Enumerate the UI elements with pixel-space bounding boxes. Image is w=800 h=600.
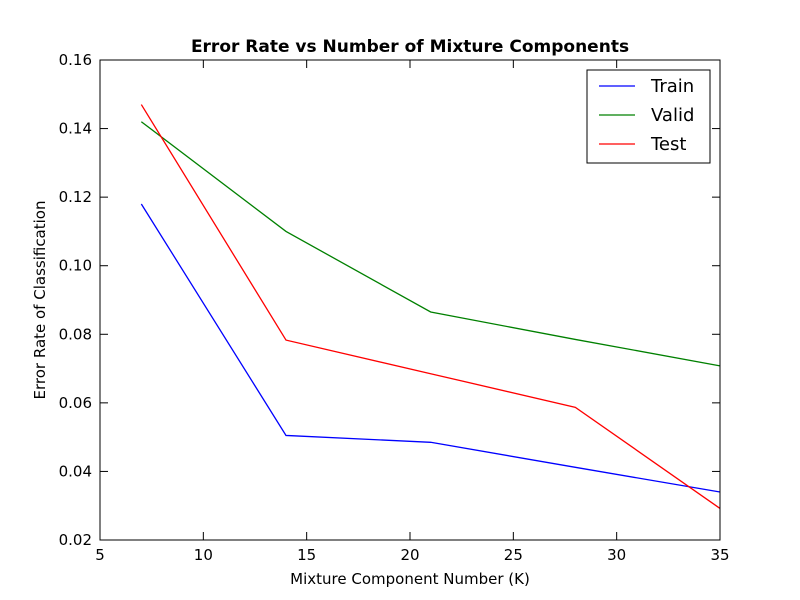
axis-ticks: 5 10 15 20 25 30 35 0.02 0.04 0.06 0.08 0.10 0.12 0.1… [59, 51, 730, 564]
y-tick-label: 0.12 [59, 188, 92, 206]
x-tick-label: 30 [607, 546, 626, 564]
series-line-train [140, 203, 721, 493]
legend-label-test: Test [650, 134, 686, 155]
x-tick-label: 20 [400, 546, 419, 564]
series-line-valid [140, 121, 721, 367]
chart-title: Error Rate vs Number of Mixture Componen… [191, 37, 629, 57]
y-tick-label: 0.06 [59, 394, 92, 412]
x-tick-label: 5 [95, 546, 105, 564]
y-axis-label: Error Rate of Classification [31, 201, 49, 400]
x-tick-label: 15 [297, 546, 316, 564]
legend: Train Valid Test [586, 69, 711, 164]
series-line-test [140, 104, 721, 509]
y-tick-label: 0.02 [59, 531, 92, 549]
y-tick-label: 0.16 [59, 51, 92, 69]
x-tick-label: 25 [504, 546, 523, 564]
legend-label-train: Train [650, 76, 694, 97]
series-lines [140, 104, 721, 509]
y-tick-label: 0.08 [59, 325, 92, 343]
x-tick-label: 35 [710, 546, 729, 564]
y-tick-label: 0.10 [59, 257, 92, 275]
legend-label-valid: Valid [651, 105, 694, 126]
y-tick-label: 0.14 [59, 120, 92, 138]
x-axis-label: Mixture Component Number (K) [290, 570, 530, 588]
plot-frame [99, 59, 721, 541]
y-tick-label: 0.04 [59, 462, 92, 480]
x-tick-label: 10 [194, 546, 213, 564]
legend-entries: Train Valid Test [599, 76, 694, 155]
